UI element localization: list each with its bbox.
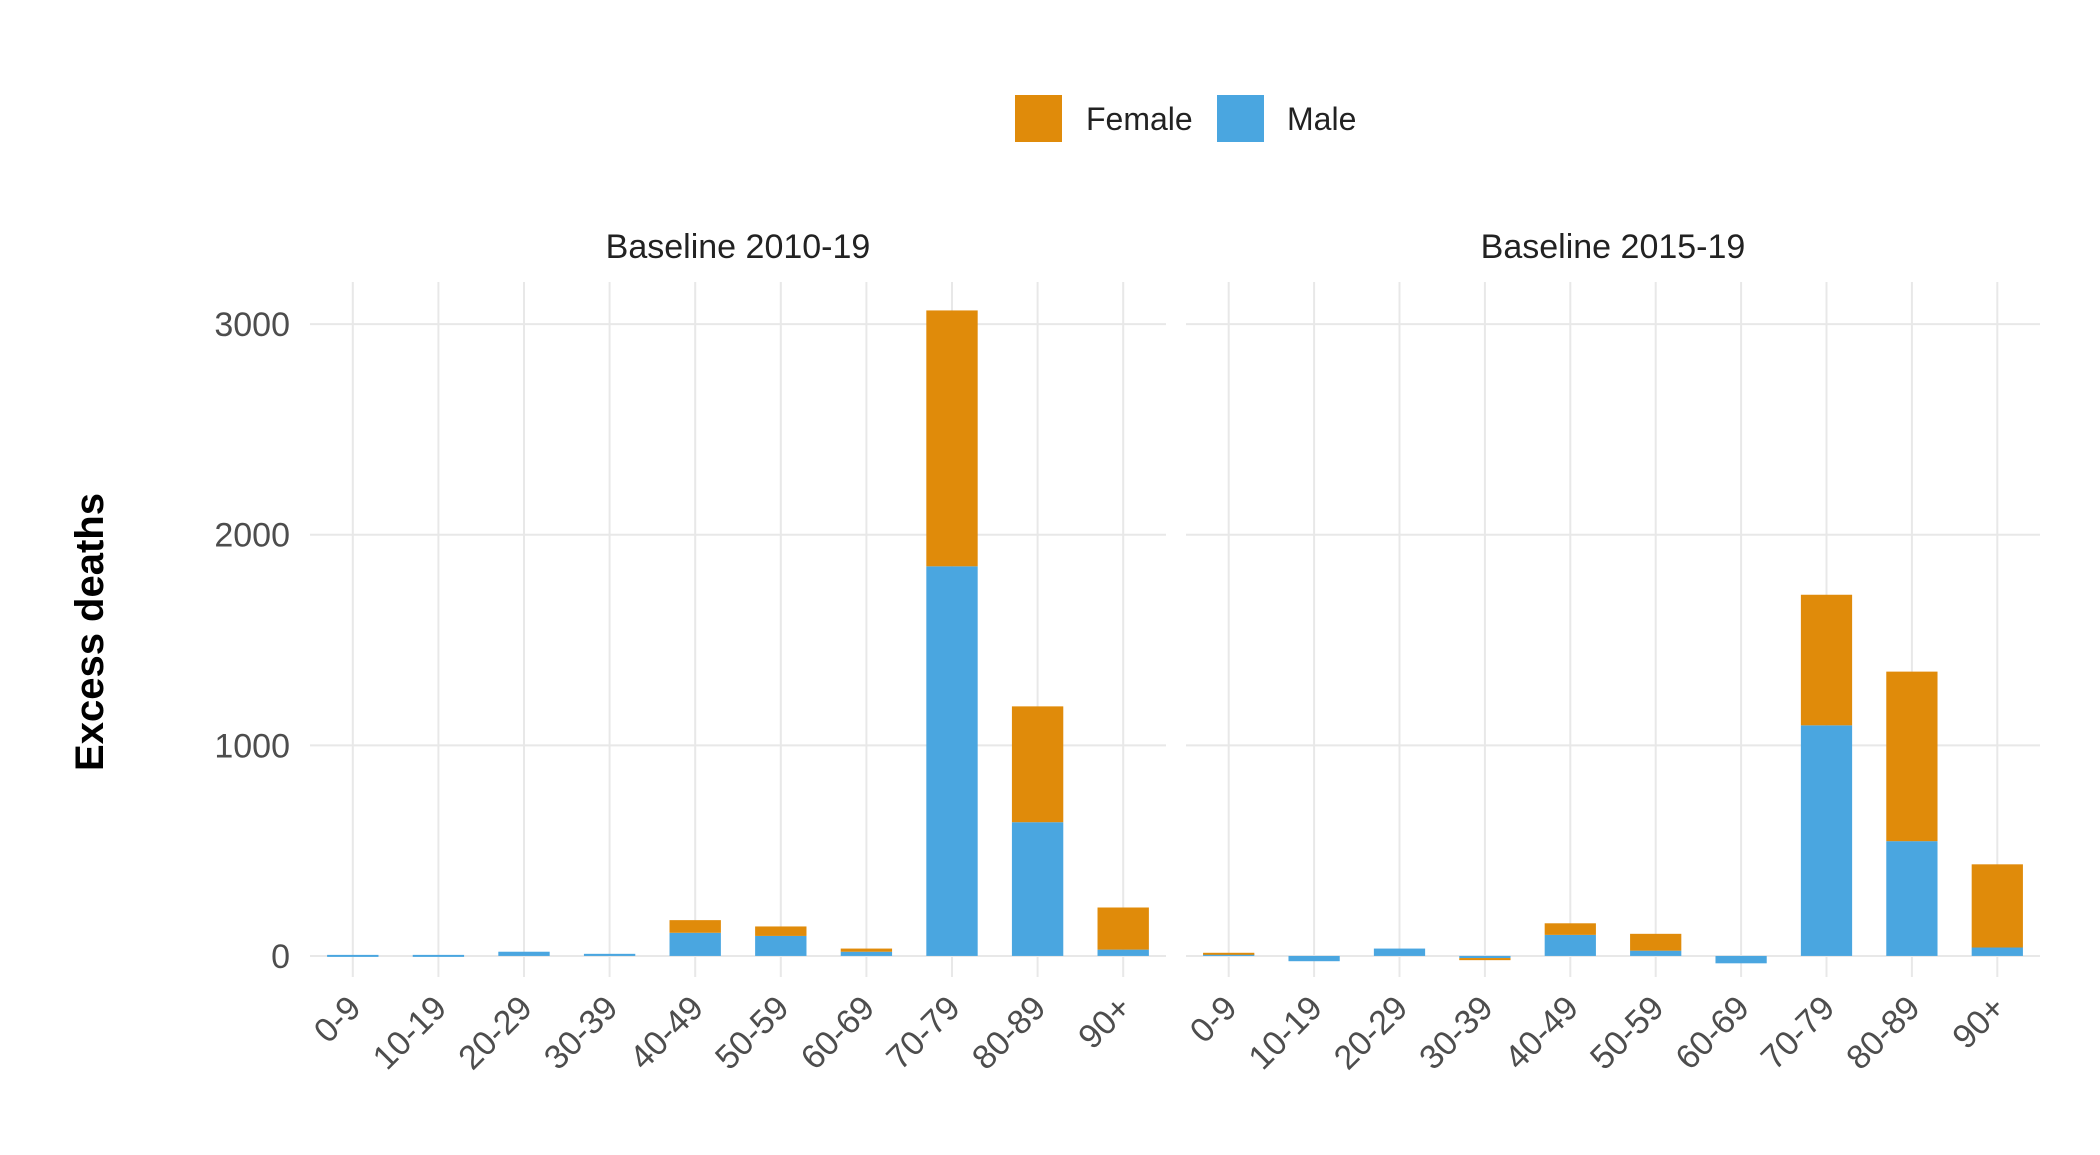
bar-male-30-39 bbox=[1459, 955, 1511, 959]
bar-male-30-39 bbox=[583, 953, 636, 956]
bar-male-70-79 bbox=[1800, 725, 1853, 956]
x-tick-label: 70-79 bbox=[1754, 989, 1842, 1077]
x-tick-label: 50-59 bbox=[1583, 989, 1671, 1077]
x-tick-label: 0-9 bbox=[307, 989, 369, 1051]
x-tick-label: 0-9 bbox=[1183, 989, 1245, 1051]
bar-female-60-69 bbox=[840, 948, 893, 952]
y-axis-ticks: 0 1000 2000 3000 bbox=[214, 306, 290, 976]
bar-male-20-29 bbox=[1373, 948, 1426, 956]
bar-male-70-79 bbox=[926, 566, 978, 956]
x-tick-label: 20-29 bbox=[1327, 989, 1415, 1077]
bar-male-50-59 bbox=[1630, 950, 1682, 956]
x-tick-label: 30-39 bbox=[537, 989, 625, 1077]
y-axis-title: Excess deaths bbox=[68, 493, 112, 771]
x-tick-label: 20-29 bbox=[451, 989, 539, 1077]
y-tick-label: 1000 bbox=[214, 727, 290, 765]
bar-male-80-89 bbox=[1011, 822, 1064, 956]
bar-male-40-49 bbox=[1544, 934, 1596, 956]
x-tick-label: 60-69 bbox=[1668, 989, 1756, 1077]
facet-panel-1: Baseline 2010-19 0-910-1920-2930-3940-495… bbox=[307, 228, 1166, 1077]
facet-panel-2: Baseline 2015-19 0-910-1920-2930-3940-495… bbox=[1183, 228, 2040, 1077]
bar-female-40-49 bbox=[1544, 923, 1596, 935]
bar-male-10-19 bbox=[412, 954, 465, 957]
bar-male-40-49 bbox=[669, 932, 721, 956]
x-tick-label: 90+ bbox=[1071, 989, 1139, 1057]
legend-label-female: Female bbox=[1086, 101, 1193, 137]
facet-panels: Baseline 2010-190-910-1920-2930-3940-495… bbox=[307, 228, 2040, 1077]
y-tick-label: 2000 bbox=[214, 517, 290, 555]
bar-female-0-9 bbox=[1203, 952, 1255, 955]
bar-male-60-69 bbox=[840, 951, 893, 956]
legend-swatch-female bbox=[1015, 95, 1062, 142]
x-tick-label: 60-69 bbox=[794, 989, 882, 1077]
x-tick-label: 80-89 bbox=[1839, 989, 1927, 1077]
bar-male-90+ bbox=[1097, 949, 1149, 956]
panel-title: Baseline 2010-19 bbox=[606, 228, 871, 266]
bar-male-50-59 bbox=[755, 935, 807, 956]
legend-swatch-male bbox=[1217, 95, 1264, 142]
bar-male-0-9 bbox=[327, 954, 379, 957]
bar-female-50-59 bbox=[755, 926, 807, 936]
y-tick-label: 3000 bbox=[214, 306, 290, 344]
legend: Female Male bbox=[1015, 95, 1356, 142]
x-tick-label: 40-49 bbox=[1498, 989, 1586, 1077]
x-tick-label: 10-19 bbox=[1241, 989, 1329, 1077]
bar-male-80-89 bbox=[1886, 841, 1938, 956]
y-axis-title-group: Excess deaths bbox=[68, 493, 112, 771]
x-tick-label: 50-59 bbox=[708, 989, 796, 1077]
bar-female-80-89 bbox=[1011, 706, 1064, 823]
bar-male-20-29 bbox=[498, 951, 550, 956]
x-tick-label: 80-89 bbox=[965, 989, 1053, 1077]
bar-female-70-79 bbox=[1800, 594, 1853, 726]
x-tick-label: 40-49 bbox=[622, 989, 710, 1077]
bar-male-10-19 bbox=[1288, 955, 1340, 962]
bar-female-90+ bbox=[1971, 864, 2023, 948]
bar-female-90+ bbox=[1097, 907, 1149, 950]
bar-female-30-39 bbox=[1459, 958, 1511, 961]
bar-female-50-59 bbox=[1630, 933, 1682, 951]
bar-female-70-79 bbox=[926, 310, 978, 567]
x-tick-label: 30-39 bbox=[1412, 989, 1500, 1077]
bar-female-80-89 bbox=[1886, 671, 1938, 842]
bar-male-90+ bbox=[1971, 947, 2023, 956]
x-tick-label: 90+ bbox=[1945, 989, 2013, 1057]
bar-male-60-69 bbox=[1715, 955, 1767, 964]
bar-female-40-49 bbox=[669, 920, 721, 933]
bar-male-0-9 bbox=[1203, 953, 1255, 956]
legend-label-male: Male bbox=[1287, 101, 1356, 137]
y-tick-label: 0 bbox=[271, 938, 290, 976]
panel-title: Baseline 2015-19 bbox=[1481, 228, 1746, 266]
x-tick-label: 70-79 bbox=[879, 989, 967, 1077]
x-tick-label: 10-19 bbox=[366, 989, 454, 1077]
